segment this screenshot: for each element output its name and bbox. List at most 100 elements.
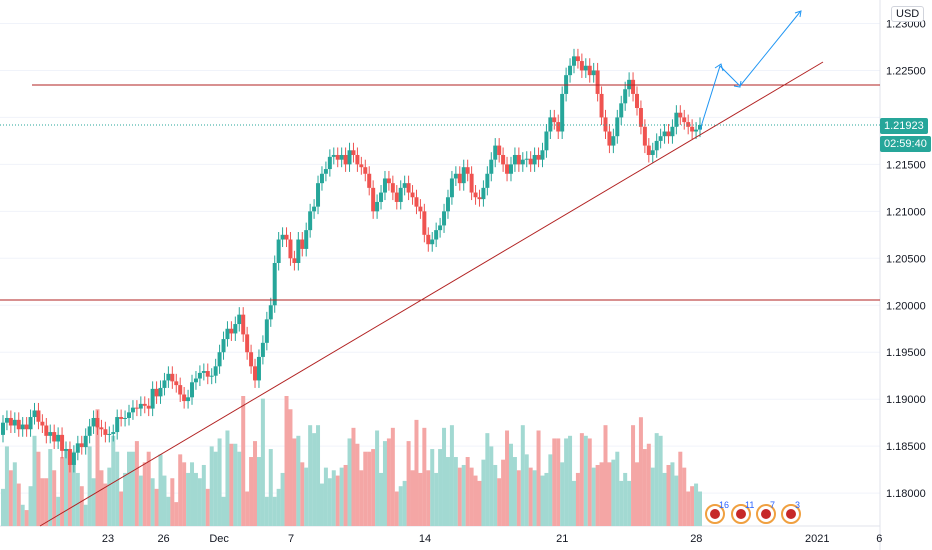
volume-bar	[654, 433, 659, 526]
candle-body	[367, 173, 372, 188]
candle-body	[67, 448, 72, 465]
candle	[12, 412, 17, 434]
candle	[221, 331, 226, 360]
candle-body	[642, 126, 647, 146]
candle-body	[607, 131, 612, 146]
candle	[678, 105, 683, 125]
volume-bar	[402, 480, 407, 526]
volume-bar	[465, 457, 470, 526]
volume-bar	[79, 486, 84, 526]
candle	[485, 166, 490, 196]
candle-body	[678, 112, 683, 118]
candle-body	[146, 405, 151, 409]
economic-events[interactable]: 16 11 7 3	[705, 500, 801, 524]
volume-bar	[245, 491, 250, 526]
candle	[296, 232, 301, 271]
candle	[591, 62, 596, 83]
candle	[327, 149, 332, 177]
candle-body	[682, 117, 687, 123]
volume-bar	[359, 470, 364, 526]
volume-bar	[174, 502, 179, 526]
candle	[8, 410, 13, 434]
y-tick-label: 1.22500	[886, 65, 926, 77]
candle	[682, 109, 687, 130]
candle	[209, 368, 214, 385]
candle-body	[256, 356, 261, 381]
currency-label[interactable]: USD	[891, 6, 925, 22]
volume-bar	[178, 454, 183, 526]
volume-bar	[532, 470, 537, 526]
event-count: 7	[770, 500, 775, 510]
candle-body	[48, 432, 53, 436]
candle	[371, 180, 376, 219]
volume-bar	[146, 451, 151, 526]
candle	[1, 415, 5, 443]
flag-dot-icon	[736, 509, 746, 519]
candle-body	[174, 381, 179, 386]
volume-bar	[182, 462, 187, 526]
candle	[319, 166, 324, 191]
volume-bar	[682, 467, 687, 526]
countdown-tag: 02:59:40	[880, 136, 931, 152]
volume-bar	[508, 443, 513, 526]
volume-bar	[343, 464, 348, 526]
candle-body	[528, 158, 533, 165]
flag-dot-icon	[761, 509, 771, 519]
candle	[666, 123, 671, 144]
volume-bar	[44, 478, 49, 526]
volume-bar	[190, 462, 195, 526]
volume-bar	[162, 475, 167, 526]
trend-line[interactable]	[39, 61, 824, 527]
candle	[56, 427, 61, 449]
candle	[650, 142, 655, 163]
candle	[79, 435, 84, 455]
volume-bar	[615, 451, 620, 526]
projection-arrows[interactable]	[699, 10, 802, 131]
candle-body	[119, 417, 124, 419]
volume-bar	[371, 449, 376, 526]
event-count: 3	[795, 500, 800, 510]
candle-body	[217, 352, 222, 367]
x-tick-label: 14	[419, 533, 431, 545]
volume-bar	[579, 433, 584, 526]
candle-body	[674, 112, 679, 127]
candle-body	[560, 93, 565, 132]
volume-bar	[591, 467, 596, 526]
y-tick-label: 1.19500	[886, 347, 926, 359]
candle-body	[355, 154, 360, 165]
volume-bar	[442, 427, 447, 526]
candle	[71, 445, 76, 473]
candle	[343, 147, 348, 172]
volume-bar	[489, 446, 494, 526]
candle	[146, 398, 151, 417]
volume-bar	[284, 396, 289, 526]
candle	[40, 414, 45, 434]
candle	[134, 400, 139, 417]
volume-bar	[87, 446, 92, 526]
candle	[398, 180, 403, 210]
candle	[95, 410, 100, 435]
candle	[36, 402, 41, 430]
candle	[690, 119, 695, 140]
volume-bar	[253, 441, 258, 526]
candle-body	[107, 433, 112, 435]
candle	[489, 152, 494, 182]
candle-body	[394, 192, 399, 202]
volume-bar	[91, 478, 96, 526]
volume-bar	[418, 472, 423, 526]
candle	[4, 410, 9, 431]
candle	[434, 222, 439, 248]
candle-body	[485, 173, 490, 188]
candle	[698, 117, 702, 138]
candle	[91, 410, 96, 434]
candle	[83, 428, 88, 455]
candle-body	[579, 61, 584, 71]
candle	[418, 199, 423, 219]
volume-bar	[493, 464, 498, 526]
candle-body	[524, 158, 529, 160]
candle-body	[339, 154, 344, 160]
volume-bar	[536, 430, 541, 526]
volume-bar	[249, 457, 254, 526]
candle	[217, 344, 222, 374]
